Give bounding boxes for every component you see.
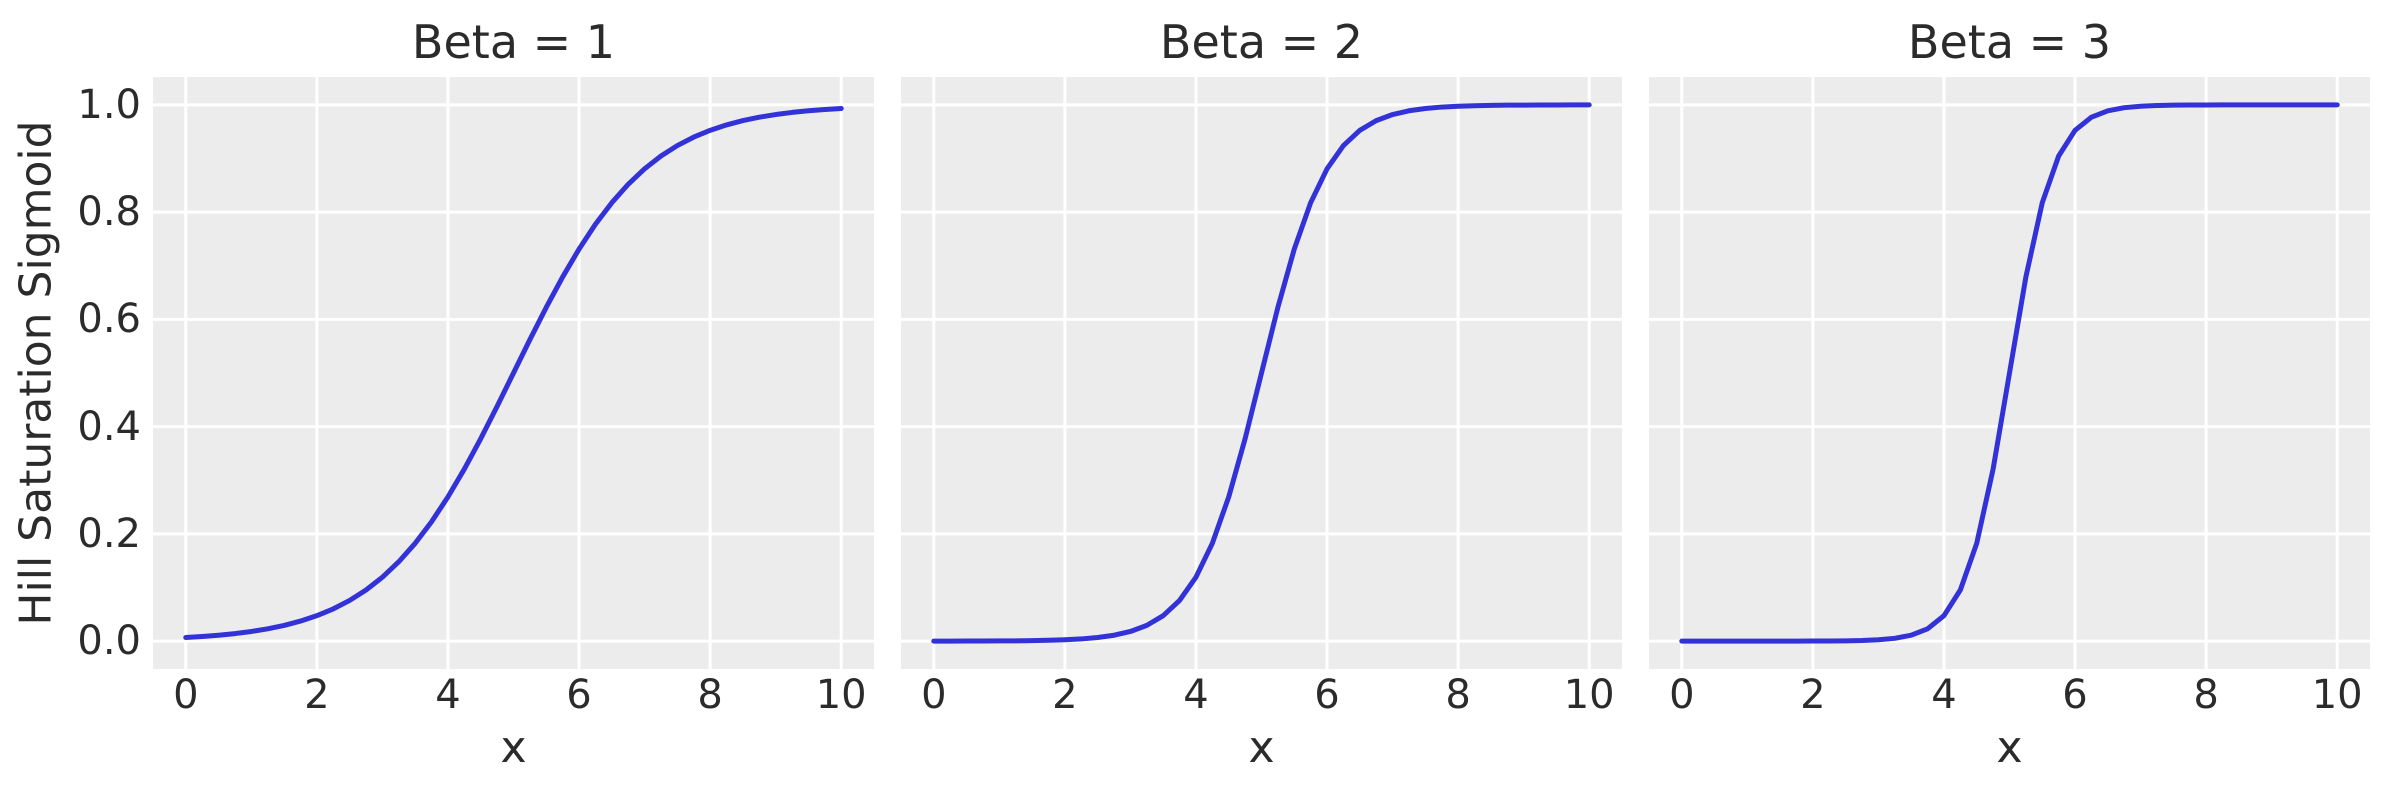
x-tick-label: 0 [921, 672, 947, 718]
x-tick-label: 2 [304, 672, 330, 718]
x-tick-label: 4 [435, 672, 461, 718]
y-tick-label: 0.6 [77, 296, 141, 343]
sigmoid-curve [183, 105, 844, 641]
x-tick-label: 8 [697, 672, 723, 718]
x-tick-label: 8 [2193, 672, 2219, 718]
subplot-title: Beta = 1 [411, 15, 616, 69]
subplot-beta-2: Beta = 2 0 2 4 6 8 10 x [901, 0, 1622, 800]
sigmoid-curve [931, 102, 1592, 644]
x-tick-label: 4 [1183, 672, 1209, 718]
x-tick-label: 0 [1669, 672, 1695, 718]
x-axis-label: x [1248, 722, 1275, 773]
y-tick-label: 1.0 [77, 81, 141, 128]
subplot-title: Beta = 3 [1907, 15, 2112, 69]
axes-area [901, 77, 1622, 669]
x-tick-label: 10 [1563, 672, 1615, 718]
line-chart [153, 77, 874, 669]
x-axis-label: x [1996, 722, 2023, 773]
y-tick-label: 0.8 [77, 189, 141, 236]
x-tick-label: 10 [2311, 672, 2363, 718]
axes-area [1649, 77, 2370, 669]
sigmoid-curve [1679, 102, 2340, 644]
line-chart [901, 77, 1622, 669]
x-tick-label: 8 [1445, 672, 1471, 718]
x-axis-label: x [500, 722, 527, 773]
x-tick-label: 6 [2062, 672, 2088, 718]
subplot-beta-3: Beta = 3 0 2 4 6 8 10 x [1649, 0, 2370, 800]
x-tick-label: 0 [173, 672, 199, 718]
line-chart [1649, 77, 2370, 669]
x-tick-label: 6 [1314, 672, 1340, 718]
y-tick-label: 0.4 [77, 403, 141, 450]
x-tick-label: 10 [815, 672, 867, 718]
x-tick-label: 6 [566, 672, 592, 718]
axes-area [153, 77, 874, 669]
y-tick-label: 0.2 [77, 510, 141, 557]
subplot-beta-1: Beta = 1 0 2 4 6 8 10 x [153, 0, 874, 800]
x-tick-label: 2 [1800, 672, 1826, 718]
y-tick-label: 0.0 [77, 618, 141, 665]
x-tick-label: 2 [1052, 672, 1078, 718]
x-tick-label: 4 [1931, 672, 1957, 718]
subplot-title: Beta = 2 [1159, 15, 1364, 69]
